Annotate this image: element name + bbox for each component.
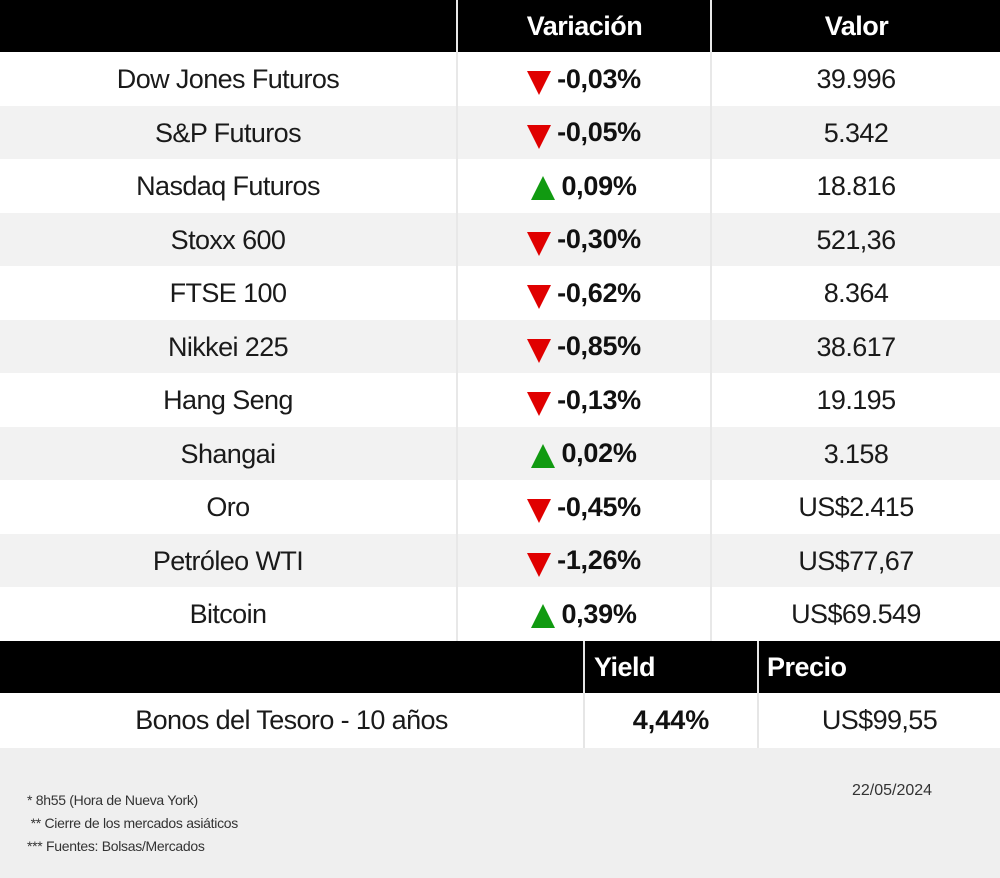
variation-value: -0,03% bbox=[557, 63, 641, 94]
header-name bbox=[0, 0, 456, 52]
bond-yield: 4,44% bbox=[632, 705, 710, 735]
table-row: Dow Jones Futuros -0,03% 39.996 bbox=[0, 52, 1000, 106]
variation-value: -0,62% bbox=[557, 277, 641, 308]
variation-value: -0,13% bbox=[557, 384, 641, 415]
bonds-header: Yield Precio bbox=[0, 641, 1000, 693]
arrow-down-icon bbox=[527, 338, 552, 363]
instrument-name: Stoxx 600 bbox=[170, 224, 286, 255]
bond-price: US$99,55 bbox=[821, 705, 938, 735]
variation-cell: -0,03% bbox=[457, 52, 711, 106]
variation-value: 0,39% bbox=[561, 598, 637, 629]
footnote: * 8h55 (Hora de Nueva York) bbox=[27, 792, 198, 808]
variation-value: -0,05% bbox=[557, 117, 641, 147]
variation-value: -0,45% bbox=[557, 491, 641, 522]
value-cell: 18.816 bbox=[816, 171, 897, 201]
table-row: Hang Seng -0,13% 19.195 bbox=[0, 373, 1000, 427]
instrument-name: FTSE 100 bbox=[169, 278, 287, 308]
table-row: Stoxx 600 -0,30% 521,36 bbox=[0, 212, 1000, 267]
table-row: FTSE 100 -0,62% 8.364 bbox=[0, 266, 1000, 320]
variation-cell: -0,45% bbox=[457, 480, 711, 534]
variation-value: 0,09% bbox=[561, 170, 637, 201]
date-label: 22/05/2024 bbox=[852, 782, 933, 799]
variation-cell: -0,85% bbox=[457, 320, 711, 374]
value-cell: US$69.549 bbox=[791, 599, 921, 629]
value-cell: 5.342 bbox=[823, 117, 889, 148]
arrow-up-icon bbox=[531, 176, 556, 200]
table-row: Oro -0,45% US$2.415 bbox=[0, 480, 1000, 534]
header-price: Precio bbox=[767, 652, 847, 682]
arrow-up-icon bbox=[531, 443, 556, 468]
value-cell: US$2.415 bbox=[798, 492, 914, 522]
instrument-name: Shangai bbox=[180, 438, 276, 469]
variation-cell: 0,09% bbox=[457, 159, 711, 213]
arrow-down-icon bbox=[527, 71, 552, 95]
bond-row: Bonos del Tesoro - 10 años 4,44% US$99,5… bbox=[0, 693, 1000, 748]
variation-cell: 0,02% bbox=[457, 427, 711, 481]
variation-cell: 0,39% bbox=[457, 587, 711, 641]
instrument-name: Dow Jones Futuros bbox=[116, 64, 340, 94]
instrument-name: Petróleo WTI bbox=[152, 545, 304, 576]
value-cell: 19.195 bbox=[816, 385, 897, 415]
instrument-name: S&P Futuros bbox=[155, 117, 302, 148]
instrument-name: Nikkei 225 bbox=[167, 331, 289, 362]
column-divider bbox=[757, 641, 759, 748]
value-cell: US$77,67 bbox=[798, 545, 914, 576]
arrow-down-icon bbox=[527, 231, 552, 256]
variation-cell: -0,13% bbox=[457, 373, 711, 427]
footnote: ** Cierre de los mercados asiáticos bbox=[27, 815, 239, 831]
table-row: Shangai 0,02% 3.158 bbox=[0, 426, 1000, 481]
value-cell: 8.364 bbox=[823, 278, 889, 308]
variation-value: -0,30% bbox=[557, 224, 641, 254]
arrow-down-icon bbox=[527, 552, 552, 577]
header-variation: Variación bbox=[526, 11, 643, 41]
instrument-name: Oro bbox=[206, 492, 250, 522]
variation-cell: -0,62% bbox=[457, 266, 711, 320]
instrument-name: Bitcoin bbox=[189, 599, 267, 629]
value-cell: 521,36 bbox=[816, 224, 897, 255]
instrument-name: Hang Seng bbox=[163, 385, 293, 415]
variation-cell: -1,26% bbox=[457, 534, 711, 588]
table-row: Petróleo WTI -1,26% US$77,67 bbox=[0, 533, 1000, 588]
table-row: Nikkei 225 -0,85% 38.617 bbox=[0, 319, 1000, 374]
column-divider bbox=[583, 641, 585, 748]
variation-value: -0,85% bbox=[557, 331, 641, 361]
variation-value: -1,26% bbox=[557, 545, 641, 575]
table-header: Variación Valor bbox=[0, 0, 1000, 52]
footnote: *** Fuentes: Bolsas/Mercados bbox=[27, 838, 205, 854]
header-yield: Yield bbox=[594, 652, 656, 682]
table-row: Bitcoin 0,39% US$69.549 bbox=[0, 587, 1000, 641]
header-value: Valor bbox=[824, 11, 889, 41]
arrow-down-icon bbox=[527, 124, 552, 149]
value-cell: 3.158 bbox=[823, 438, 889, 469]
arrow-down-icon bbox=[527, 392, 552, 416]
arrow-down-icon bbox=[527, 285, 552, 309]
arrow-up-icon bbox=[531, 604, 556, 628]
instrument-name: Nasdaq Futuros bbox=[136, 171, 320, 201]
variation-value: 0,02% bbox=[561, 438, 637, 468]
table-row: Nasdaq Futuros 0,09% 18.816 bbox=[0, 159, 1000, 213]
footnotes: * 8h55 (Hora de Nueva York) ** Cierre de… bbox=[27, 789, 238, 858]
arrow-down-icon bbox=[527, 499, 552, 523]
column-divider bbox=[456, 0, 458, 641]
variation-cell: -0,30% bbox=[457, 213, 711, 267]
column-divider bbox=[710, 0, 712, 641]
value-cell: 38.617 bbox=[816, 331, 897, 362]
bond-name: Bonos del Tesoro - 10 años bbox=[135, 705, 448, 735]
value-cell: 39.996 bbox=[816, 64, 897, 94]
variation-cell: -0,05% bbox=[457, 106, 711, 160]
table-row: S&P Futuros -0,05% 5.342 bbox=[0, 105, 1000, 160]
